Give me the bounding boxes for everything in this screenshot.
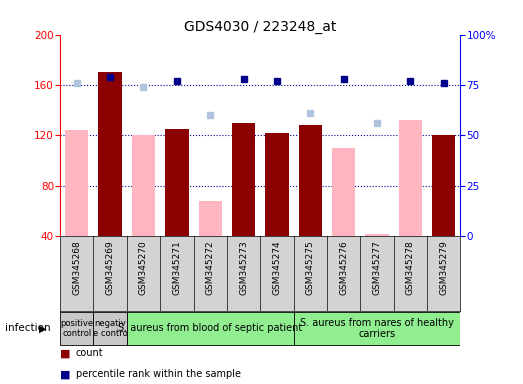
Bar (299, 125, 322, 236)
Text: S. aureus from nares of healthy
carriers: S. aureus from nares of healthy carriers (300, 318, 454, 339)
FancyBboxPatch shape (127, 312, 293, 345)
Bar (399, 120, 422, 236)
Text: negativ
e contro: negativ e contro (93, 319, 128, 338)
Text: GSM345278: GSM345278 (406, 240, 415, 295)
Title: GDS4030 / 223248_at: GDS4030 / 223248_at (184, 20, 336, 33)
Text: GSM345274: GSM345274 (272, 240, 281, 295)
Text: GSM345271: GSM345271 (173, 240, 181, 295)
Bar (165, 129, 188, 236)
Text: GSM345268: GSM345268 (72, 240, 81, 295)
Text: positive
control: positive control (60, 319, 94, 338)
FancyBboxPatch shape (94, 312, 127, 345)
Text: S. aureus from blood of septic patient: S. aureus from blood of septic patient (118, 323, 302, 333)
Text: infection: infection (5, 323, 51, 333)
Bar (98, 72, 122, 236)
Text: count: count (76, 348, 104, 358)
Bar (365, 233, 389, 236)
Bar (265, 133, 289, 236)
FancyBboxPatch shape (293, 312, 460, 345)
Text: GSM345273: GSM345273 (239, 240, 248, 295)
Text: GSM345276: GSM345276 (339, 240, 348, 295)
Bar (332, 148, 355, 236)
Bar (65, 130, 88, 236)
Text: GSM345279: GSM345279 (439, 240, 448, 295)
Text: GSM345275: GSM345275 (306, 240, 315, 295)
Text: percentile rank within the sample: percentile rank within the sample (76, 369, 241, 379)
Text: ■: ■ (60, 369, 71, 379)
Bar (432, 136, 455, 236)
Text: GSM345277: GSM345277 (372, 240, 381, 295)
Bar (199, 201, 222, 236)
Text: GSM345272: GSM345272 (206, 240, 214, 295)
Text: ▶: ▶ (39, 323, 47, 333)
Bar (132, 136, 155, 236)
Text: GSM345269: GSM345269 (106, 240, 115, 295)
FancyBboxPatch shape (60, 312, 94, 345)
Bar (232, 123, 255, 236)
Text: GSM345270: GSM345270 (139, 240, 148, 295)
Text: ■: ■ (60, 348, 71, 358)
